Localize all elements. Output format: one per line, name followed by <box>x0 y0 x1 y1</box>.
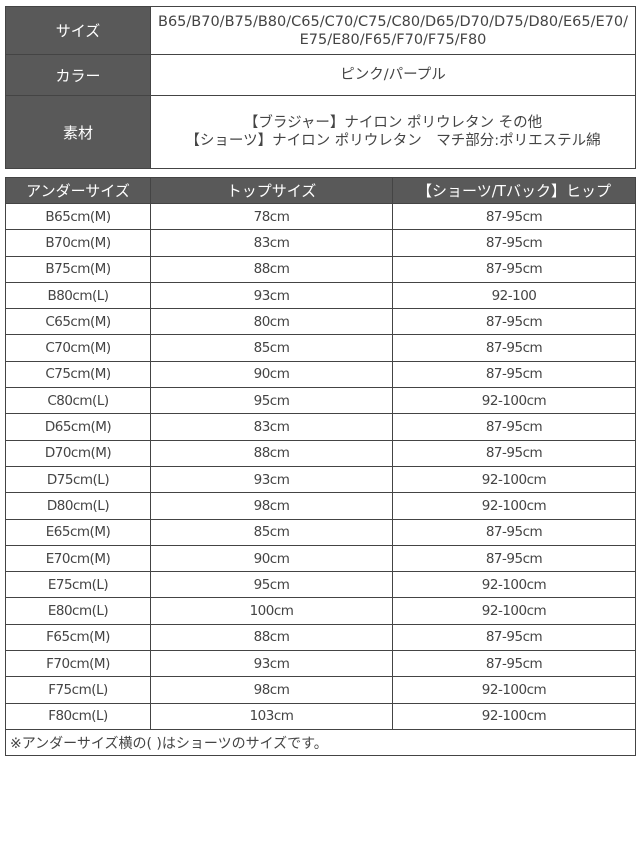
table-row: E65cm(M) 85cm 87-95cm <box>5 518 636 546</box>
note-row: ※アンダーサイズ横の( )はショーツのサイズです。 <box>5 728 636 757</box>
cell-hip: 87-95cm <box>392 360 636 389</box>
cell-under-size: F75cm(L) <box>5 676 151 704</box>
spec-value-material: 【ブラジャー】ナイロン ポリウレタン その他 【ショーツ】ナイロン ポリウレタン… <box>150 95 636 169</box>
cell-hip: 92-100cm <box>392 597 636 625</box>
table-row: D70cm(M) 88cm 87-95cm <box>5 439 636 467</box>
cell-top-size: 103cm <box>150 702 393 730</box>
cell-under-size: D70cm(M) <box>5 439 151 467</box>
cell-hip: 87-95cm <box>392 202 636 231</box>
cell-top-size: 93cm <box>150 650 393 678</box>
cell-hip: 87-95cm <box>392 334 636 362</box>
spec-label-material: 素材 <box>5 95 151 169</box>
cell-hip: 92-100cm <box>392 492 636 520</box>
table-row: B70cm(M) 83cm 87-95cm <box>5 229 636 257</box>
cell-under-size: C65cm(M) <box>5 308 151 336</box>
table-row: D75cm(L) 93cm 92-100cm <box>5 465 636 494</box>
spec-row-color: カラー ピンク/パープル <box>5 54 636 96</box>
size-note: ※アンダーサイズ横の( )はショーツのサイズです。 <box>5 728 636 757</box>
table-row: C65cm(M) 80cm 87-95cm <box>5 308 636 336</box>
spec-row-size: サイズ B65/B70/B75/B80/C65/C70/C75/C80/D65/… <box>5 6 636 55</box>
spec-value-color: ピンク/パープル <box>150 54 636 96</box>
spec-label-color: カラー <box>5 54 151 96</box>
cell-under-size: C75cm(M) <box>5 360 151 389</box>
cell-hip: 87-95cm <box>392 518 636 546</box>
spec-label-size: サイズ <box>5 6 151 55</box>
cell-hip: 92-100 <box>392 281 636 310</box>
cell-hip: 87-95cm <box>392 650 636 678</box>
cell-hip: 87-95cm <box>392 623 636 652</box>
cell-hip: 92-100cm <box>392 465 636 494</box>
table-row: C70cm(M) 85cm 87-95cm <box>5 334 636 362</box>
table-row: B75cm(M) 88cm 87-95cm <box>5 255 636 283</box>
cell-under-size: C70cm(M) <box>5 334 151 362</box>
spec-row-material: 素材 【ブラジャー】ナイロン ポリウレタン その他 【ショーツ】ナイロン ポリウ… <box>5 95 636 169</box>
cell-under-size: F65cm(M) <box>5 623 151 652</box>
cell-top-size: 98cm <box>150 492 393 520</box>
cell-top-size: 95cm <box>150 571 393 599</box>
header-hip: 【ショーツ/Tバック】ヒップ <box>392 177 636 204</box>
cell-under-size: D75cm(L) <box>5 465 151 494</box>
cell-top-size: 85cm <box>150 518 393 546</box>
cell-top-size: 98cm <box>150 676 393 704</box>
cell-under-size: B65cm(M) <box>5 202 151 231</box>
cell-hip: 92-100cm <box>392 571 636 599</box>
material-line: 【ブラジャー】ナイロン ポリウレタン その他 <box>243 115 543 131</box>
cell-under-size: B70cm(M) <box>5 229 151 257</box>
table-row: C80cm(L) 95cm 92-100cm <box>5 387 636 415</box>
cell-top-size: 90cm <box>150 544 393 573</box>
cell-top-size: 78cm <box>150 202 393 231</box>
table-row: D65cm(M) 83cm 87-95cm <box>5 413 636 441</box>
table-row: F70cm(M) 93cm 87-95cm <box>5 650 636 678</box>
table-row: E75cm(L) 95cm 92-100cm <box>5 571 636 599</box>
table-row: F65cm(M) 88cm 87-95cm <box>5 623 636 652</box>
cell-hip: 87-95cm <box>392 413 636 441</box>
cell-top-size: 93cm <box>150 281 393 310</box>
cell-top-size: 88cm <box>150 255 393 283</box>
cell-top-size: 88cm <box>150 439 393 467</box>
header-under-size: アンダーサイズ <box>5 177 151 204</box>
product-spec-table: サイズ B65/B70/B75/B80/C65/C70/C75/C80/D65/… <box>5 6 636 169</box>
cell-hip: 87-95cm <box>392 439 636 467</box>
cell-under-size: F70cm(M) <box>5 650 151 678</box>
cell-under-size: E75cm(L) <box>5 571 151 599</box>
cell-under-size: E65cm(M) <box>5 518 151 546</box>
cell-under-size: F80cm(L) <box>5 702 151 730</box>
cell-hip: 92-100cm <box>392 702 636 730</box>
cell-under-size: C80cm(L) <box>5 387 151 415</box>
size-chart-header: アンダーサイズ トップサイズ 【ショーツ/Tバック】ヒップ <box>5 177 636 204</box>
header-top-size: トップサイズ <box>150 177 393 204</box>
table-row: B65cm(M) 78cm 87-95cm <box>5 202 636 231</box>
table-row: E80cm(L) 100cm 92-100cm <box>5 597 636 625</box>
cell-under-size: B80cm(L) <box>5 281 151 310</box>
table-row: B80cm(L) 93cm 92-100 <box>5 281 636 310</box>
cell-top-size: 88cm <box>150 623 393 652</box>
table-row: D80cm(L) 98cm 92-100cm <box>5 492 636 520</box>
cell-under-size: D80cm(L) <box>5 492 151 520</box>
cell-under-size: D65cm(M) <box>5 413 151 441</box>
table-row: F75cm(L) 98cm 92-100cm <box>5 676 636 704</box>
cell-hip: 92-100cm <box>392 387 636 415</box>
cell-hip: 87-95cm <box>392 544 636 573</box>
cell-hip: 87-95cm <box>392 229 636 257</box>
cell-under-size: E80cm(L) <box>5 597 151 625</box>
cell-top-size: 100cm <box>150 597 393 625</box>
table-row: E70cm(M) 90cm 87-95cm <box>5 544 636 573</box>
cell-top-size: 85cm <box>150 334 393 362</box>
cell-top-size: 90cm <box>150 360 393 389</box>
cell-top-size: 83cm <box>150 229 393 257</box>
cell-top-size: 93cm <box>150 465 393 494</box>
cell-under-size: B75cm(M) <box>5 255 151 283</box>
cell-hip: 87-95cm <box>392 255 636 283</box>
size-chart-table: アンダーサイズ トップサイズ 【ショーツ/Tバック】ヒップ B65cm(M) 78… <box>5 177 636 757</box>
table-row: F80cm(L) 103cm 92-100cm <box>5 702 636 730</box>
spec-value-size: B65/B70/B75/B80/C65/C70/C75/C80/D65/D70/… <box>150 6 636 55</box>
cell-top-size: 95cm <box>150 387 393 415</box>
cell-hip: 87-95cm <box>392 308 636 336</box>
cell-under-size: E70cm(M) <box>5 544 151 573</box>
table-row: C75cm(M) 90cm 87-95cm <box>5 360 636 389</box>
cell-top-size: 80cm <box>150 308 393 336</box>
material-line: 【ショーツ】ナイロン ポリウレタン マチ部分:ポリエステル綿 <box>185 133 601 149</box>
cell-hip: 92-100cm <box>392 676 636 704</box>
cell-top-size: 83cm <box>150 413 393 441</box>
